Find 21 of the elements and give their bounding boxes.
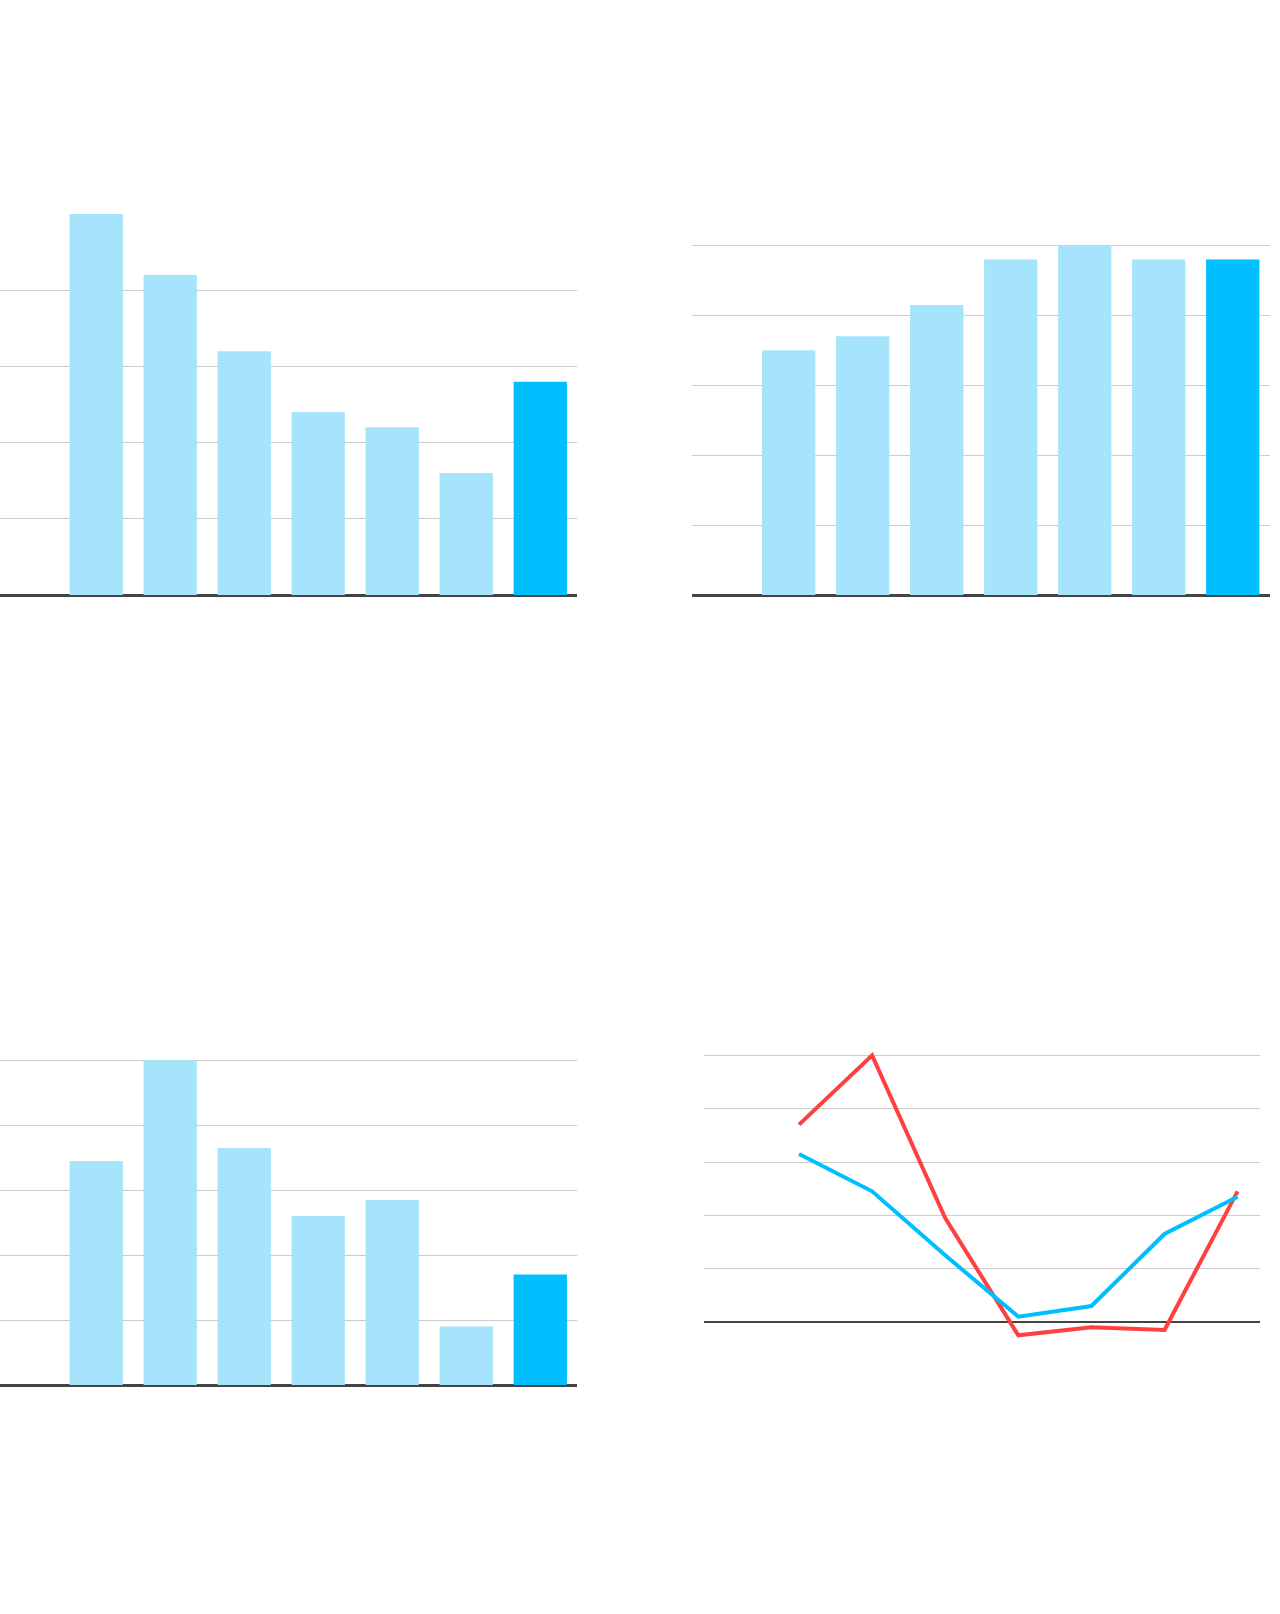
bar (439, 1326, 493, 1385)
bar (217, 1147, 271, 1385)
bar (910, 304, 964, 595)
bar (984, 259, 1038, 595)
bar (291, 412, 345, 595)
bar (69, 214, 123, 595)
bar (1206, 259, 1260, 595)
bar (69, 1160, 123, 1385)
bar (762, 350, 816, 595)
bar (513, 381, 567, 595)
bar (836, 336, 890, 595)
bar (365, 427, 419, 595)
bar (1132, 259, 1186, 595)
bar (291, 1216, 345, 1385)
bar (143, 1060, 197, 1385)
bar (1058, 245, 1112, 595)
bar (365, 1199, 419, 1385)
bar (513, 1274, 567, 1385)
bar (439, 473, 493, 595)
bar (143, 274, 197, 595)
bar (217, 351, 271, 595)
